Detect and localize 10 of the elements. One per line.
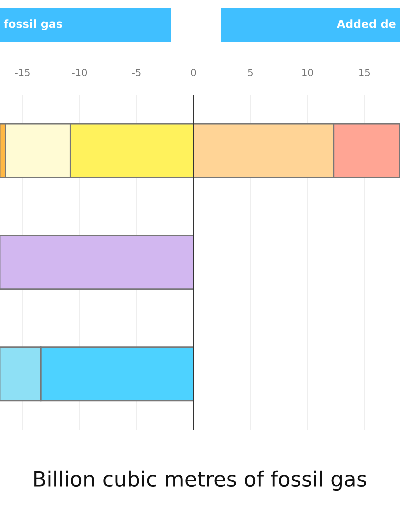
text: Added de — [337, 20, 396, 28]
x-tick-label: -5 — [132, 69, 141, 76]
x-tick-label: 15 — [360, 69, 370, 76]
x-tick-label: -10 — [72, 69, 88, 76]
text: fossil gas — [4, 20, 62, 30]
x-axis-title: Billion cubic metres of fossil gas — [34, 470, 366, 492]
x-tick-label: 5 — [248, 69, 253, 76]
x-tick-label: -15 — [15, 69, 30, 76]
x-tick-label: 0 — [191, 69, 196, 76]
x-tick-label: 10 — [302, 69, 314, 76]
